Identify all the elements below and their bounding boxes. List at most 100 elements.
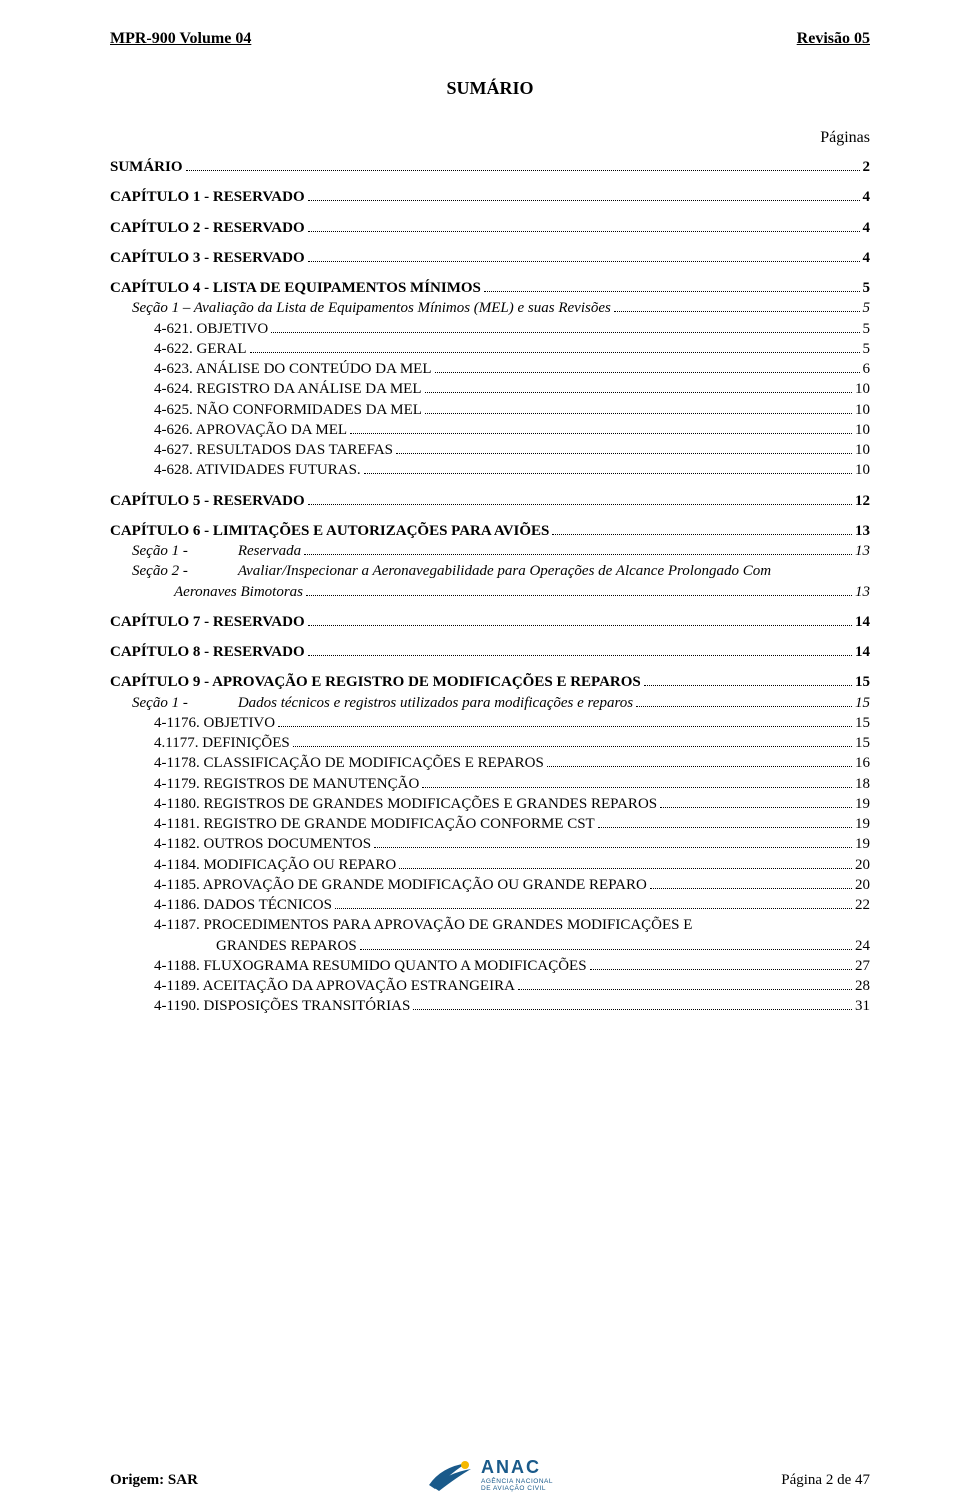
toc-label: 4-1179. REGISTROS DE MANUTENÇÃO xyxy=(154,774,419,794)
toc-label: Aeronaves Bimotoras xyxy=(174,582,303,602)
toc-leader xyxy=(335,908,852,909)
toc-page: 28 xyxy=(855,976,870,996)
toc-label: SUMÁRIO xyxy=(110,157,183,177)
toc-entry: 4-1189. ACEITAÇÃO DA APROVAÇÃO ESTRANGEI… xyxy=(154,976,870,996)
toc-entry: CAPÍTULO 4 - LISTA DE EQUIPAMENTOS MÍNIM… xyxy=(110,278,870,298)
toc-page: 2 xyxy=(863,157,871,177)
toc-page: 5 xyxy=(863,278,871,298)
toc-page: 31 xyxy=(855,996,870,1016)
anac-logo-text: ANAC AGÊNCIA NACIONALDE AVIAÇÃO CIVIL xyxy=(481,1457,553,1492)
toc-leader xyxy=(308,625,852,626)
toc-leader xyxy=(308,504,852,505)
toc-page: 10 xyxy=(855,440,870,460)
header-right: Revisão 05 xyxy=(797,30,870,48)
toc-label: CAPÍTULO 6 - LIMITAÇÕES E AUTORIZAÇÕES P… xyxy=(110,521,549,541)
toc-page: 5 xyxy=(863,339,871,359)
toc-label: CAPÍTULO 5 - RESERVADO xyxy=(110,491,305,511)
pages-column-label: Páginas xyxy=(110,129,870,147)
toc-page: 20 xyxy=(855,855,870,875)
toc-page: 27 xyxy=(855,956,870,976)
toc-entry: Seção 1 -Dados técnicos e registros util… xyxy=(132,693,870,713)
toc-leader xyxy=(396,453,852,454)
toc-page: 5 xyxy=(863,298,871,318)
toc-leader xyxy=(308,231,860,232)
footer-logo: ANAC AGÊNCIA NACIONALDE AVIAÇÃO CIVIL xyxy=(427,1455,553,1493)
toc-leader xyxy=(186,170,860,171)
page-footer: Origem: SAR ANAC AGÊNCIA NACIONALDE AVIA… xyxy=(110,1472,870,1489)
toc-leader xyxy=(271,332,859,333)
toc-label: 4-1189. ACEITAÇÃO DA APROVAÇÃO ESTRANGEI… xyxy=(154,976,515,996)
toc-entry: 4-1178. CLASSIFICAÇÃO DE MODIFICAÇÕES E … xyxy=(154,753,870,773)
toc-page: 19 xyxy=(855,834,870,854)
toc-label: CAPÍTULO 4 - LISTA DE EQUIPAMENTOS MÍNIM… xyxy=(110,278,481,298)
toc-entry-continuation: GRANDES REPAROS24 xyxy=(154,936,870,956)
toc-leader xyxy=(598,827,852,828)
toc-entry: Seção 2 -Avaliar/Inspecionar a Aeronaveg… xyxy=(132,561,870,581)
toc-label: 4-1184. MODIFICAÇÃO OU REPARO xyxy=(154,855,396,875)
toc-entry: 4-626. APROVAÇÃO DA MEL10 xyxy=(154,420,870,440)
toc-entry: CAPÍTULO 5 - RESERVADO 12 xyxy=(110,491,870,511)
toc-label: 4-628. ATIVIDADES FUTURAS. xyxy=(154,460,361,480)
toc-label: 4-627. RESULTADOS DAS TAREFAS xyxy=(154,440,393,460)
toc-page: 19 xyxy=(855,814,870,834)
toc-leader xyxy=(435,372,860,373)
footer-origin: Origem: SAR xyxy=(110,1472,198,1489)
toc-label: Seção 2 -Avaliar/Inspecionar a Aeronaveg… xyxy=(132,561,771,581)
toc-leader xyxy=(364,473,852,474)
toc-entry: CAPÍTULO 7 - RESERVADO14 xyxy=(110,612,870,632)
toc-label: CAPÍTULO 2 - RESERVADO xyxy=(110,218,305,238)
toc-label: 4-625. NÃO CONFORMIDADES DA MEL xyxy=(154,400,422,420)
toc-leader xyxy=(308,200,860,201)
toc-page: 14 xyxy=(855,642,870,662)
toc-label: 4-622. GERAL xyxy=(154,339,247,359)
toc-page: 12 xyxy=(855,491,870,511)
toc-entry: 4-1190. DISPOSIÇÕES TRANSITÓRIAS 31 xyxy=(154,996,870,1016)
toc-label: 4-1186. DADOS TÉCNICOS xyxy=(154,895,332,915)
toc-leader xyxy=(304,554,852,555)
toc-leader xyxy=(278,726,852,727)
toc-entry: CAPÍTULO 1 - RESERVADO4 xyxy=(110,187,870,207)
toc-entry: 4-623. ANÁLISE DO CONTEÚDO DA MEL6 xyxy=(154,359,870,379)
toc-label: CAPÍTULO 1 - RESERVADO xyxy=(110,187,305,207)
toc-page: 13 xyxy=(855,541,870,561)
toc-page: 15 xyxy=(855,733,870,753)
toc-label: Seção 1 -Reservada xyxy=(132,541,301,561)
toc-leader xyxy=(590,969,852,970)
toc-label: 4-624. REGISTRO DA ANÁLISE DA MEL xyxy=(154,379,422,399)
toc-leader xyxy=(518,989,852,990)
toc-page: 4 xyxy=(863,248,871,268)
anac-logo-icon xyxy=(427,1455,473,1493)
toc-page: 4 xyxy=(863,218,871,238)
toc-entry: 4-1186. DADOS TÉCNICOS22 xyxy=(154,895,870,915)
toc-page: 24 xyxy=(855,936,870,956)
toc-entry-continuation: Aeronaves Bimotoras13 xyxy=(132,582,870,602)
toc-label: 4-1180. REGISTROS DE GRANDES MODIFICAÇÕE… xyxy=(154,794,657,814)
toc-label: 4-1187. PROCEDIMENTOS PARA APROVAÇÃO DE … xyxy=(154,915,692,935)
toc-entry: 4-625. NÃO CONFORMIDADES DA MEL10 xyxy=(154,400,870,420)
toc-label: 4-1181. REGISTRO DE GRANDE MODIFICAÇÃO C… xyxy=(154,814,595,834)
toc-entry: Seção 1 – Avaliação da Lista de Equipame… xyxy=(132,298,870,318)
toc-leader xyxy=(374,847,852,848)
toc-label: CAPÍTULO 9 - APROVAÇÃO E REGISTRO DE MOD… xyxy=(110,672,641,692)
toc-entry: CAPÍTULO 6 - LIMITAÇÕES E AUTORIZAÇÕES P… xyxy=(110,521,870,541)
toc-leader xyxy=(425,392,852,393)
toc-entry: 4-1180. REGISTROS DE GRANDES MODIFICAÇÕE… xyxy=(154,794,870,814)
toc-leader xyxy=(650,888,852,889)
toc-entry: CAPÍTULO 8 - RESERVADO14 xyxy=(110,642,870,662)
toc-entry: 4-627. RESULTADOS DAS TAREFAS 10 xyxy=(154,440,870,460)
toc-label: CAPÍTULO 3 - RESERVADO xyxy=(110,248,305,268)
toc-entry: CAPÍTULO 3 - RESERVADO 4 xyxy=(110,248,870,268)
page-header: MPR-900 Volume 04 Revisão 05 xyxy=(110,30,870,48)
toc-entry: 4-1184. MODIFICAÇÃO OU REPARO 20 xyxy=(154,855,870,875)
toc-entry: 4-622. GERAL 5 xyxy=(154,339,870,359)
toc-leader xyxy=(614,311,860,312)
header-left: MPR-900 Volume 04 xyxy=(110,30,251,48)
toc-leader xyxy=(425,413,852,414)
toc-entry: 4-1179. REGISTROS DE MANUTENÇÃO18 xyxy=(154,774,870,794)
toc-label: 4-1176. OBJETIVO xyxy=(154,713,275,733)
toc-page: 10 xyxy=(855,420,870,440)
toc-entry: 4-621. OBJETIVO5 xyxy=(154,319,870,339)
toc-page: 20 xyxy=(855,875,870,895)
toc-label: 4-1190. DISPOSIÇÕES TRANSITÓRIAS xyxy=(154,996,410,1016)
toc-label: 4-1185. APROVAÇÃO DE GRANDE MODIFICAÇÃO … xyxy=(154,875,647,895)
